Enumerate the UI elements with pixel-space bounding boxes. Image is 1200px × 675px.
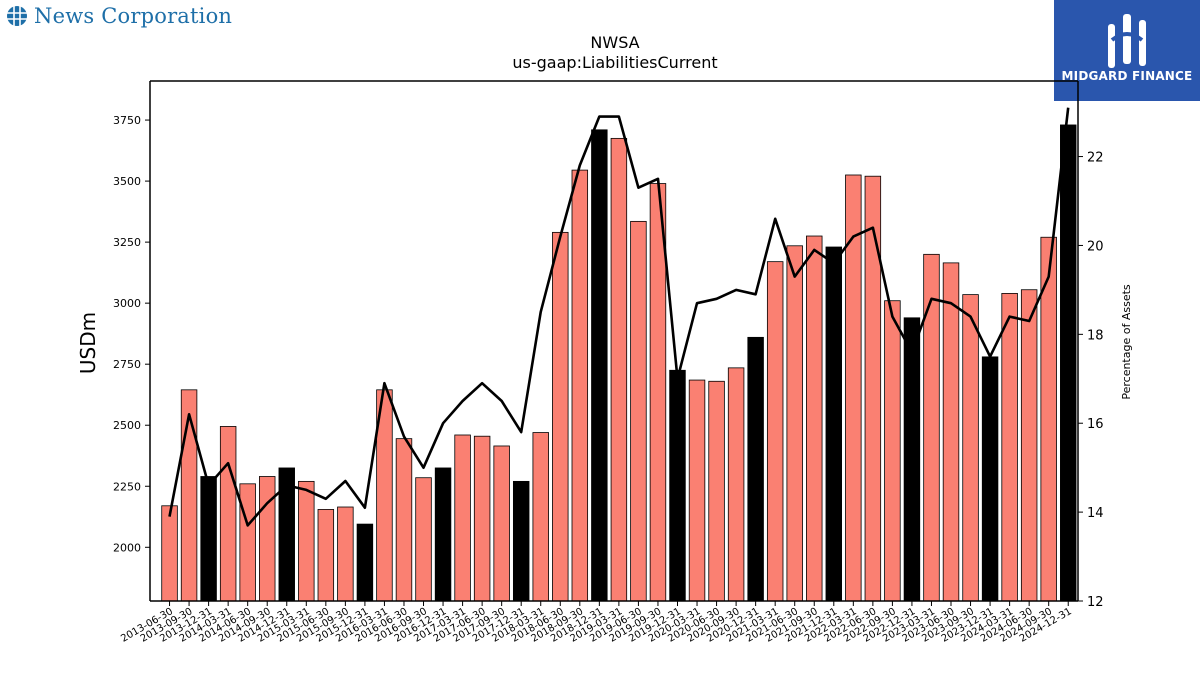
bar-2020-12-31 (747, 336, 764, 602)
y-tick-label: 3750 (113, 114, 141, 127)
axes-layer: 2000 2250 2500 2750 3000 3250 3500 3750 12 14 16 18… (113, 80, 1104, 645)
y2-tick-label: 12 (1087, 595, 1104, 610)
bar-2016-06-30 (395, 438, 413, 602)
bar-2020-09-30 (727, 367, 745, 602)
bar-2022-09-30 (884, 300, 901, 602)
bar-2020-06-30 (708, 380, 725, 602)
bar-2015-06-30 (317, 509, 335, 602)
partner-logo-text: MIDGARD FINANCE (1061, 69, 1193, 83)
bar-2013-09-30 (180, 389, 198, 602)
bar-2013-12-31 (200, 476, 217, 602)
bar-2021-03-31 (766, 261, 784, 602)
bar-2019-03-31 (610, 137, 628, 602)
y-tick-label: 3250 (113, 236, 141, 249)
bar-2014-03-31 (219, 426, 237, 602)
bar-2019-12-31 (669, 369, 686, 602)
bar-2017-03-31 (454, 434, 471, 602)
y-tick-label: 3000 (113, 297, 141, 310)
bar-2017-12-31 (512, 480, 530, 602)
bar-2017-09-30 (493, 445, 510, 602)
chart-subtitle: us-gaap:LiabilitiesCurrent (512, 53, 718, 72)
bar-2021-09-30 (806, 235, 823, 602)
y2-axis-label: Percentage of Assets (1120, 284, 1133, 400)
y2-tick-label: 18 (1087, 328, 1104, 343)
bar-2023-09-30 (962, 294, 979, 602)
y2-tick-label: 22 (1087, 151, 1104, 166)
y-tick-label: 2250 (113, 480, 141, 493)
bar-2024-06-30 (1020, 289, 1038, 602)
bar-2018-06-30 (552, 231, 569, 602)
y2-tick-label: 16 (1087, 417, 1104, 432)
y-tick-label: 2500 (113, 419, 141, 432)
company-name: News Corporation (34, 4, 233, 28)
y-tick-label: 2000 (113, 541, 141, 554)
bar-2015-09-30 (337, 506, 354, 602)
partner-logo: MIDGARD FINANCE (1054, 0, 1200, 101)
percentage-line (168, 107, 1070, 527)
bar-2013-06-30 (161, 505, 178, 602)
bar-2016-09-30 (415, 477, 432, 602)
chart-title: NWSA (590, 33, 640, 52)
y2-tick-label: 14 (1087, 506, 1104, 521)
bar-2018-09-30 (571, 169, 589, 602)
bar-2024-12-31 (1060, 124, 1077, 602)
bar-2016-12-31 (434, 467, 452, 602)
bar-2018-12-31 (591, 129, 608, 602)
bar-2024-03-31 (1001, 292, 1018, 602)
bar-2021-12-31 (825, 246, 843, 602)
bar-2019-06-30 (630, 220, 647, 602)
bar-2017-06-30 (473, 435, 491, 602)
bar-2018-03-31 (532, 432, 549, 602)
bar-2015-03-31 (298, 480, 315, 602)
y-tick-label: 2750 (113, 358, 141, 371)
y-tick-label: 3500 (113, 175, 141, 188)
bar-2023-12-31 (981, 356, 999, 602)
bar-2022-03-31 (845, 174, 862, 602)
line-layer (168, 107, 1070, 527)
y-axis-label: USDm (76, 312, 100, 374)
midgard-mark-icon (1108, 14, 1146, 68)
y2-tick-label: 20 (1087, 239, 1104, 254)
bar-2023-03-31 (923, 253, 940, 602)
bar-2020-03-31 (688, 379, 706, 602)
company-brand: News Corporation (6, 4, 232, 28)
bar-2014-06-30 (239, 483, 256, 602)
bar-2022-12-31 (903, 317, 921, 602)
bar-2015-12-31 (356, 523, 374, 602)
bar-2021-06-30 (786, 245, 803, 602)
bar-2023-06-30 (942, 262, 960, 602)
bar-2014-09-30 (259, 476, 276, 602)
globe-icon (7, 6, 27, 26)
bar-2022-06-30 (864, 175, 882, 602)
bars-layer (161, 124, 1077, 602)
